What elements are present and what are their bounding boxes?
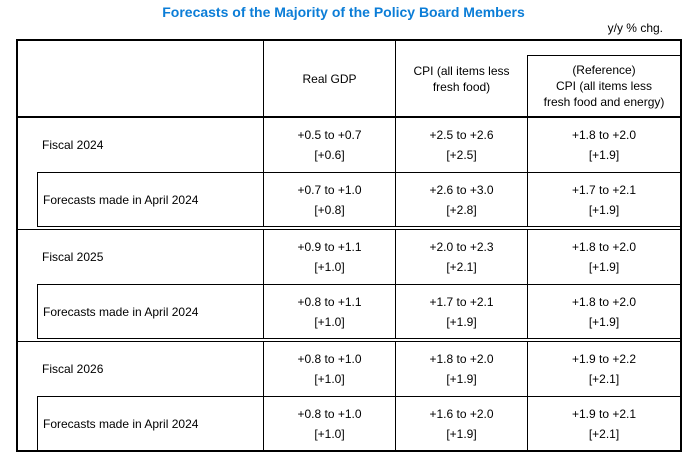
forecast-median: [+1.9] — [588, 148, 620, 162]
forecast-median: [+1.9] — [446, 314, 477, 329]
forecast-median: [+1.0] — [314, 426, 345, 441]
fiscal-group-2025: Fiscal 2025 +0.9 to +1.1 [+1.0] +2.0 to … — [18, 229, 680, 339]
cpi-forecast-cell: +1.6 to +2.0 [+1.9] — [395, 397, 527, 450]
april-forecast-label: Forecasts made in April 2024 — [43, 304, 199, 319]
header-cell-reference: (Reference) CPI (all items less fresh fo… — [527, 41, 680, 116]
forecast-range: +0.8 to +1.1 — [297, 294, 362, 309]
header-cell-real-gdp: Real GDP — [263, 41, 395, 116]
forecast-median: [+2.1] — [588, 372, 620, 386]
forecast-range: +1.6 to +2.0 — [429, 406, 494, 421]
fiscal-group-2026: Fiscal 2026 +0.8 to +1.0 [+1.0] +1.8 to … — [18, 341, 680, 450]
fiscal-group-2024: Fiscal 2024 +0.5 to +0.7 [+0.6] +2.5 to … — [18, 118, 680, 227]
fiscal-year-label: Fiscal 2024 — [42, 138, 104, 152]
forecast-range: +0.7 to +1.0 — [297, 182, 362, 197]
row-april-forecast-2025: Forecasts made in April 2024 +0.8 to +1.… — [38, 285, 680, 338]
forecast-median: [+1.9] — [446, 426, 477, 441]
forecast-table: Real GDP CPI (all items less fresh food)… — [16, 39, 682, 452]
reference-cpi-forecast-cell: +1.9 to +2.2 [+2.1] — [527, 342, 680, 396]
reference-cpi-forecast-cell: +1.8 to +2.0 [+1.9] — [527, 230, 680, 284]
forecast-range: +1.7 to +2.1 — [571, 182, 637, 197]
gdp-forecast-cell: +0.8 to +1.0 [+1.0] — [263, 397, 395, 450]
april-forecast-box: Forecasts made in April 2024 +0.8 to +1.… — [37, 396, 680, 450]
forecast-range: +1.8 to +2.0 — [571, 128, 637, 142]
forecast-range: +1.8 to +2.0 — [429, 352, 494, 366]
row-fiscal-2024: Fiscal 2024 +0.5 to +0.7 [+0.6] +2.5 to … — [18, 118, 680, 172]
gdp-forecast-cell: +0.7 to +1.0 [+0.8] — [263, 173, 395, 226]
gdp-forecast-cell: +0.9 to +1.1 [+1.0] — [263, 230, 395, 284]
forecast-range: +1.8 to +2.0 — [571, 240, 637, 254]
gdp-forecast-cell: +0.5 to +0.7 [+0.6] — [263, 118, 395, 172]
forecast-median: [+1.9] — [446, 372, 477, 386]
forecast-median: [+2.1] — [588, 426, 620, 441]
forecast-median: [+2.8] — [446, 202, 477, 217]
forecast-median: [+1.0] — [314, 372, 345, 386]
row-fiscal-2025: Fiscal 2025 +0.9 to +1.1 [+1.0] +2.0 to … — [18, 230, 680, 284]
unit-note: y/y % chg. — [607, 21, 663, 35]
fiscal-year-label: Fiscal 2025 — [42, 250, 104, 264]
reference-cpi-forecast-cell: +1.8 to +2.0 [+1.9] — [527, 285, 680, 338]
reference-cpi-forecast-cell: +1.9 to +2.1 [+2.1] — [527, 397, 680, 450]
cpi-forecast-cell: +2.0 to +2.3 [+2.1] — [395, 230, 527, 284]
row-april-forecast-2024: Forecasts made in April 2024 +0.7 to +1.… — [38, 173, 680, 226]
forecast-range: +0.8 to +1.0 — [297, 406, 362, 421]
forecast-median: [+0.6] — [314, 148, 345, 162]
cpi-forecast-cell: +1.8 to +2.0 [+1.9] — [395, 342, 527, 396]
forecast-range: +2.5 to +2.6 — [429, 128, 494, 142]
gdp-forecast-cell: +0.8 to +1.0 [+1.0] — [263, 342, 395, 396]
forecast-range: +0.8 to +1.0 — [297, 352, 362, 366]
forecast-median: [+1.9] — [588, 260, 620, 274]
fiscal-year-label: Fiscal 2026 — [42, 362, 104, 376]
forecast-median: [+2.5] — [446, 148, 477, 162]
forecast-median: [+1.9] — [588, 202, 620, 217]
forecast-range: +0.9 to +1.1 — [297, 240, 362, 254]
forecast-range: +1.9 to +2.2 — [571, 352, 637, 366]
reference-cpi-forecast-cell: +1.8 to +2.0 [+1.9] — [527, 118, 680, 172]
row-april-forecast-2026: Forecasts made in April 2024 +0.8 to +1.… — [38, 397, 680, 450]
forecast-range: +1.9 to +2.1 — [571, 406, 637, 421]
cpi-forecast-cell: +2.5 to +2.6 [+2.5] — [395, 118, 527, 172]
header-cell-empty — [18, 41, 263, 116]
april-forecast-label: Forecasts made in April 2024 — [43, 416, 199, 431]
table-header-row: Real GDP CPI (all items less fresh food)… — [18, 41, 680, 118]
cpi-forecast-cell: +1.7 to +2.1 [+1.9] — [395, 285, 527, 338]
row-fiscal-2026: Fiscal 2026 +0.8 to +1.0 [+1.0] +1.8 to … — [18, 342, 680, 396]
forecast-range: +2.0 to +2.3 — [429, 240, 494, 254]
forecast-range: +1.7 to +2.1 — [429, 294, 494, 309]
page-title: Forecasts of the Majority of the Policy … — [162, 4, 525, 20]
forecast-range: +0.5 to +0.7 — [297, 128, 362, 142]
april-forecast-box: Forecasts made in April 2024 +0.8 to +1.… — [37, 284, 680, 339]
forecast-range: +1.8 to +2.0 — [571, 294, 637, 309]
reference-cpi-forecast-cell: +1.7 to +2.1 [+1.9] — [527, 173, 680, 226]
reference-header-box: (Reference) CPI (all items less fresh fo… — [527, 55, 680, 116]
forecast-median: [+1.0] — [314, 260, 345, 274]
forecast-median: [+1.0] — [314, 314, 345, 329]
april-forecast-box: Forecasts made in April 2024 +0.7 to +1.… — [37, 172, 680, 227]
forecast-median: [+2.1] — [446, 260, 477, 274]
header-cell-cpi: CPI (all items less fresh food) — [395, 41, 527, 116]
cpi-forecast-cell: +2.6 to +3.0 [+2.8] — [395, 173, 527, 226]
gdp-forecast-cell: +0.8 to +1.1 [+1.0] — [263, 285, 395, 338]
forecast-median: [+0.8] — [314, 202, 345, 217]
forecast-median: [+1.9] — [588, 314, 620, 329]
april-forecast-label: Forecasts made in April 2024 — [43, 192, 199, 207]
forecast-range: +2.6 to +3.0 — [429, 182, 494, 197]
